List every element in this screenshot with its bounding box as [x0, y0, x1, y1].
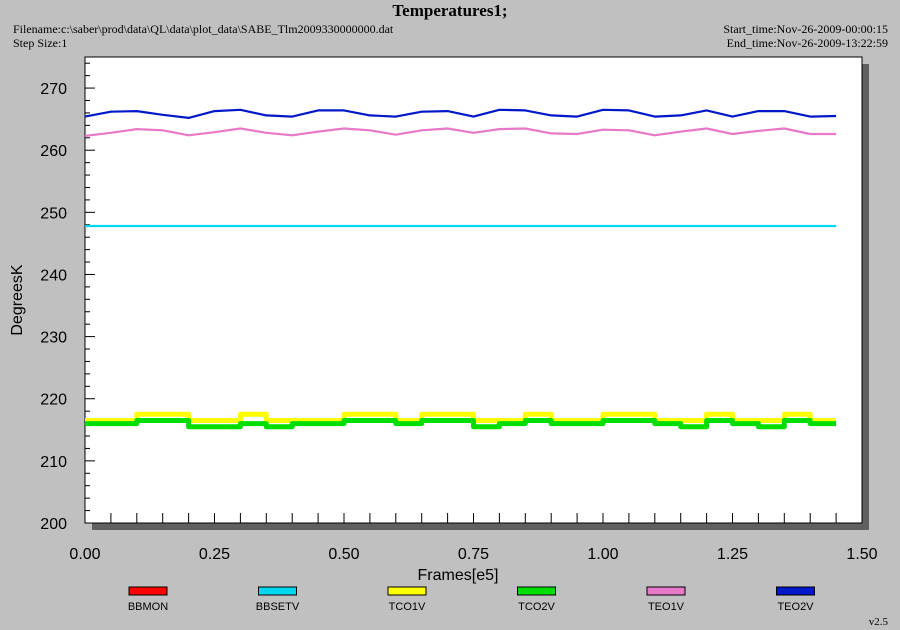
x-tick-label: 1.25: [717, 546, 748, 563]
y-axis-title: DegreesK: [9, 264, 26, 335]
legend-label-tco2v: TCO2V: [518, 601, 555, 613]
legend-swatch-bbsetv: [258, 586, 297, 596]
legend-label-teo1v: TEO1V: [648, 601, 685, 613]
series-line-tco1v: [85, 411, 837, 423]
legend-swatch-bbmon: [128, 586, 168, 596]
y-tick-label: 250: [40, 205, 67, 222]
x-tick-label: 0.00: [69, 546, 100, 563]
x-tick-label: 0.75: [458, 546, 489, 563]
legend-swatch-teo1v: [646, 586, 686, 596]
y-tick-label: 200: [40, 516, 67, 533]
y-tick-label: 270: [40, 81, 67, 98]
y-tick-label: 260: [40, 143, 67, 160]
x-tick-label: 1.50: [846, 546, 877, 563]
y-tick-label: 210: [40, 454, 67, 471]
series-line-teo1v: [84, 127, 837, 137]
legend-swatch-tco2v: [517, 586, 556, 596]
series-line-tco2v: [85, 418, 837, 430]
series-line-teo2v: [84, 108, 837, 119]
y-tick-label: 230: [40, 330, 67, 347]
x-tick-label: 0.50: [328, 546, 359, 563]
x-tick-label: 1.00: [587, 546, 618, 563]
step-size-label: Step Size:1: [13, 36, 68, 50]
plot-area: [84, 56, 863, 524]
x-tick-label: 0.25: [199, 546, 230, 563]
filename-label: Filename:c:\saber\prod\data\QL\data\plot…: [13, 22, 394, 36]
x-axis-title: Frames[e5]: [418, 567, 499, 584]
chart-title: Temperatures1;: [392, 1, 508, 20]
y-tick-label: 240: [40, 267, 67, 284]
end-time-label: End_time:Nov-26-2009-13:22:59: [726, 36, 888, 50]
legend-label-bbmon: BBMON: [128, 601, 168, 613]
legend-swatch-tco1v: [387, 586, 427, 596]
y-tick-label: 220: [40, 392, 67, 409]
legend-swatch-teo2v: [776, 586, 815, 596]
version-label: v2.5: [868, 616, 888, 628]
start-time-label: Start_time:Nov-26-2009-00:00:15: [723, 22, 888, 36]
legend-label-bbsetv: BBSETV: [256, 601, 300, 613]
legend-label-teo2v: TEO2V: [777, 601, 814, 613]
legend-label-tco1v: TCO1V: [389, 601, 426, 613]
